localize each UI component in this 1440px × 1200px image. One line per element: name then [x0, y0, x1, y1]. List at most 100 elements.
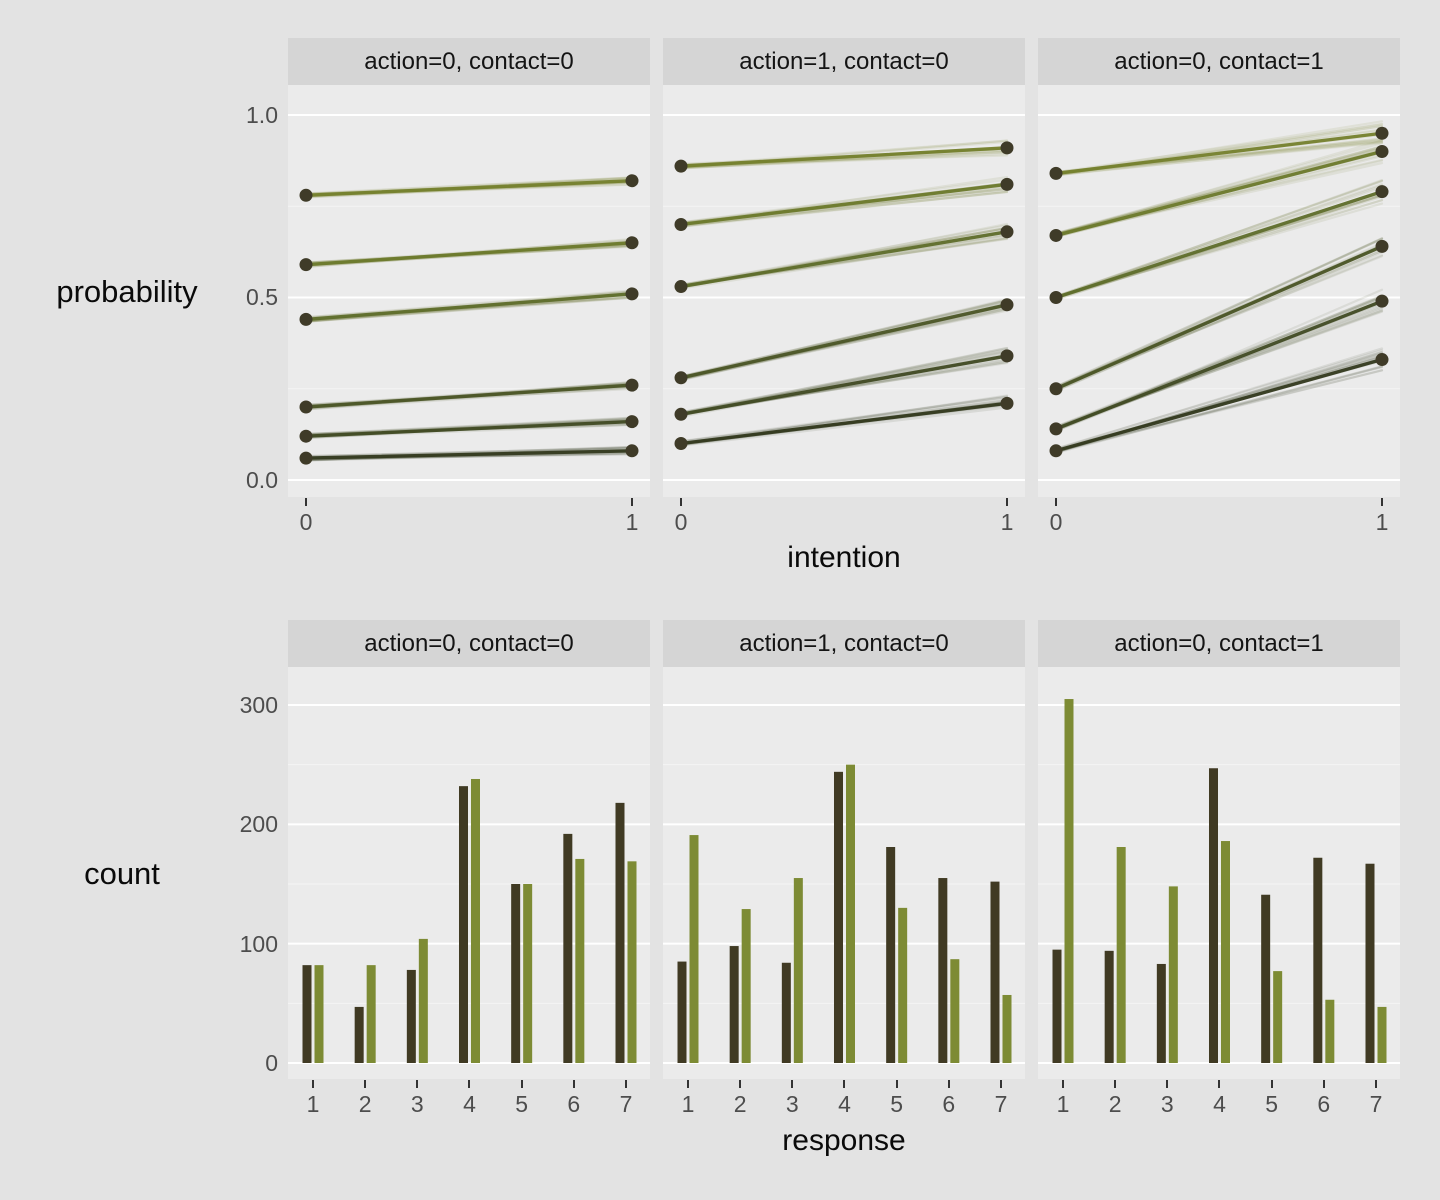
y-tick-label: 0 [265, 1050, 278, 1076]
x-tick-label: 0 [674, 509, 688, 535]
x-tick-mark [1114, 1080, 1117, 1088]
x-tick-label: 4 [463, 1091, 476, 1117]
x-tick-label: 4 [838, 1091, 851, 1117]
x-tick-label: 5 [1265, 1091, 1279, 1117]
x-tick-label: 6 [942, 1091, 956, 1117]
facet-strip-label: action=0, contact=0 [364, 47, 574, 75]
x-tick-mark [305, 498, 307, 506]
x-tick-mark [416, 1080, 419, 1088]
plot-area [663, 85, 1025, 497]
facet-strip-label: action=0, contact=1 [1114, 47, 1324, 75]
facet-strip: action=0, contact=1 [1038, 620, 1400, 667]
x-tick-mark [687, 1080, 689, 1088]
x-tick-mark [572, 1080, 575, 1088]
x-axis-title-intention: intention [787, 541, 901, 574]
x-tick-mark [947, 1080, 950, 1088]
x-tick-label: 1 [1000, 509, 1014, 535]
plot-area [1038, 667, 1400, 1079]
x-tick-label: 5 [890, 1091, 904, 1117]
x-tick-mark [1322, 1080, 1325, 1088]
facet-strip: action=0, contact=0 [288, 38, 650, 85]
x-tick-label: 5 [515, 1091, 529, 1117]
x-tick-label: 1 [1375, 509, 1389, 535]
x-tick-mark [791, 1080, 794, 1088]
x-axis: 1 2 3 4 5 6 7 [1038, 1079, 1400, 1124]
facet-panel-bottom-3: action=0, contact=1 1 2 3 4 5 6 7 [1038, 620, 1400, 1124]
y-tick-label: 200 [239, 811, 278, 837]
x-tick-mark [624, 1080, 627, 1088]
x-tick-label: 1 [625, 509, 639, 535]
x-tick-label: 6 [1317, 1091, 1331, 1117]
x-tick-mark [895, 1080, 898, 1088]
x-tick-label: 3 [785, 1091, 799, 1117]
x-tick-mark [468, 1080, 471, 1088]
y-axis-title-count: count [84, 856, 160, 891]
y-tick-label: 100 [239, 931, 278, 957]
x-tick-label: 7 [619, 1091, 633, 1117]
facet-panel-bottom-1: action=0, contact=0 1 2 3 4 5 6 7 [288, 620, 650, 1124]
x-tick-label: 2 [733, 1091, 747, 1117]
x-tick-mark [999, 1080, 1002, 1088]
line-chart-svg [1038, 114, 1400, 481]
facet-strip-label: action=1, contact=0 [739, 47, 949, 75]
x-tick-label: 0 [299, 509, 313, 535]
line-chart-svg [288, 114, 650, 481]
plot-area [288, 85, 650, 497]
facet-strip: action=1, contact=0 [663, 620, 1025, 667]
x-tick-mark [520, 1080, 523, 1088]
plot-area [288, 667, 650, 1079]
x-tick-label: 7 [1369, 1091, 1383, 1117]
facet-strip: action=0, contact=0 [288, 620, 650, 667]
x-tick-label: 1 [1056, 1091, 1070, 1117]
x-tick-label: 6 [567, 1091, 581, 1117]
x-axis: 1 2 3 4 5 6 7 [288, 1079, 650, 1124]
x-tick-mark [312, 1080, 314, 1088]
facet-panel-bottom-2: action=1, contact=0 1 2 3 4 5 6 7 [663, 620, 1025, 1124]
facet-strip-label: action=0, contact=0 [364, 629, 574, 657]
plot-area [663, 667, 1025, 1079]
x-tick-mark [739, 1080, 742, 1088]
line-chart-svg [663, 114, 1025, 481]
x-tick-label: 1 [306, 1091, 320, 1117]
x-tick-mark [1055, 498, 1057, 506]
facet-strip-label: action=0, contact=1 [1114, 629, 1324, 657]
x-tick-mark [1062, 1080, 1064, 1088]
x-tick-label: 3 [410, 1091, 424, 1117]
x-axis: 1 2 3 4 5 6 7 [663, 1079, 1025, 1124]
x-tick-label: 4 [1213, 1091, 1226, 1117]
facet-strip: action=0, contact=1 [1038, 38, 1400, 85]
y-tick-label: 0.0 [246, 467, 278, 493]
y-tick-label: 1.0 [246, 102, 278, 128]
x-tick-label: 7 [994, 1091, 1008, 1117]
facet-strip-label: action=1, contact=0 [739, 629, 949, 657]
y-axis-title-probability: probability [56, 274, 198, 309]
x-axis-title-response: response [782, 1124, 906, 1157]
x-tick-mark [680, 498, 682, 506]
x-tick-mark [1166, 1080, 1169, 1088]
x-tick-mark [1218, 1080, 1221, 1088]
bar-chart-svg [288, 704, 650, 1064]
bar-chart-svg [663, 704, 1025, 1064]
bar-chart-svg [1038, 699, 1400, 1064]
x-tick-mark [364, 1080, 367, 1088]
x-tick-label: 0 [1049, 509, 1063, 535]
x-tick-mark [1006, 498, 1008, 506]
x-tick-mark [1381, 498, 1383, 506]
x-tick-mark [1374, 1080, 1377, 1088]
x-tick-mark [1270, 1080, 1273, 1088]
x-tick-label: 2 [358, 1091, 372, 1117]
y-tick-label: 0.5 [246, 284, 278, 310]
y-tick-label: 300 [239, 692, 278, 718]
x-tick-label: 3 [1160, 1091, 1174, 1117]
plot-area [1038, 85, 1400, 497]
x-tick-mark [631, 498, 633, 506]
facet-strip: action=1, contact=0 [663, 38, 1025, 85]
x-tick-mark [843, 1080, 846, 1088]
